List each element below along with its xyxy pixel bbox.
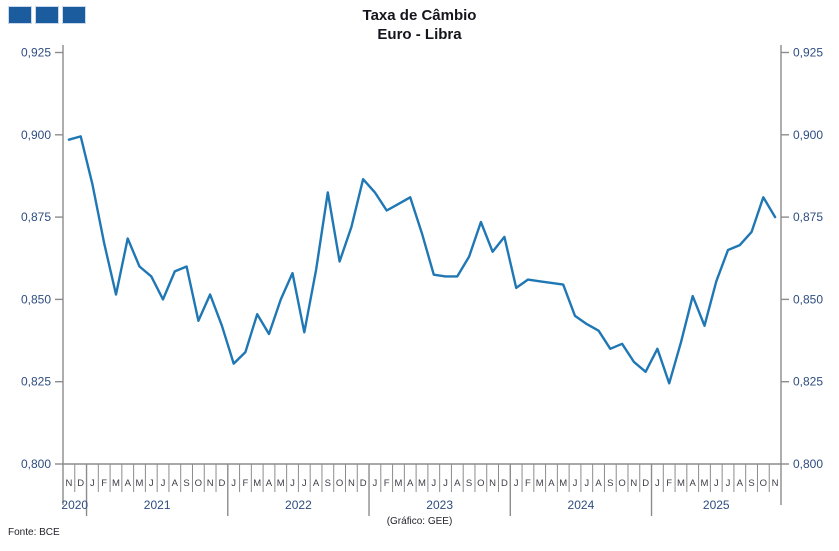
month-tick-label: J [573, 478, 578, 489]
month-tick-label: F [243, 478, 249, 489]
month-tick-label: N [65, 478, 72, 489]
month-tick-label: A [737, 478, 744, 489]
month-tick-label: N [772, 478, 779, 489]
month-tick-label: S [466, 478, 472, 489]
year-label: 2020 [61, 498, 88, 512]
month-tick-label: D [77, 478, 84, 489]
y-tick-label-left: 0,900 [21, 128, 51, 142]
y-tick-label-right: 0,825 [793, 375, 823, 389]
month-tick-label: F [666, 478, 672, 489]
month-tick-label: J [149, 478, 154, 489]
month-tick-label: F [101, 478, 107, 489]
logo-square-icon [62, 6, 86, 24]
month-tick-label: J [655, 478, 660, 489]
month-tick-label: J [584, 478, 589, 489]
chart-title-line1: Taxa de Câmbio [362, 7, 477, 24]
month-tick-label: M [536, 478, 544, 489]
exchange-rate-line [67, 135, 777, 385]
month-tick-label: J [373, 478, 378, 489]
y-tick-label-right: 0,900 [793, 128, 823, 142]
y-tick-label-left: 0,800 [21, 457, 51, 471]
month-tick-label: O [195, 478, 202, 489]
year-label: 2021 [144, 498, 171, 512]
month-tick-label: N [207, 478, 214, 489]
y-tick-label-right: 0,875 [793, 210, 823, 224]
month-tick-label: M [136, 478, 144, 489]
logo-square-icon [35, 6, 59, 24]
month-tick-label: J [714, 478, 719, 489]
logo-square-icon [8, 6, 32, 24]
month-tick-label: M [677, 478, 685, 489]
y-tick-label-left: 0,875 [21, 210, 51, 224]
month-tick-label: S [325, 478, 331, 489]
month-tick-label: D [642, 478, 649, 489]
month-tick-label: D [501, 478, 508, 489]
month-tick-label: A [407, 478, 414, 489]
three-squares-logo [8, 6, 86, 24]
month-tick-label: J [726, 478, 731, 489]
month-tick-label: S [748, 478, 754, 489]
month-tick-label: O [336, 478, 343, 489]
month-tick-label: J [290, 478, 295, 489]
month-tick-label: A [454, 478, 461, 489]
month-tick-label: A [172, 478, 179, 489]
month-tick-label: N [348, 478, 355, 489]
month-tick-label: J [231, 478, 236, 489]
y-tick-label-right: 0,925 [793, 46, 823, 60]
month-tick-label: O [477, 478, 484, 489]
credit-note: (Gráfico: GEE) [386, 516, 453, 527]
month-tick-label: A [690, 478, 697, 489]
month-tick-label: A [125, 478, 132, 489]
year-label: 2025 [703, 498, 730, 512]
month-tick-label: J [443, 478, 448, 489]
month-tick-label: F [384, 478, 390, 489]
month-tick-label: M [394, 478, 402, 489]
month-tick-label: D [360, 478, 367, 489]
month-tick-label: M [112, 478, 120, 489]
month-tick-label: N [489, 478, 496, 489]
month-tick-label: A [595, 478, 602, 489]
month-tick-label: J [514, 478, 519, 489]
month-tick-label: O [618, 478, 625, 489]
month-tick-label: M [418, 478, 426, 489]
chart-title: Taxa de Câmbio Euro - Libra [0, 7, 839, 45]
month-tick-label: J [161, 478, 166, 489]
month-tick-label: O [760, 478, 767, 489]
month-tick-label: N [630, 478, 637, 489]
month-tick-label: S [607, 478, 613, 489]
month-tick-label: M [559, 478, 567, 489]
source-note: Fonte: BCE [8, 527, 60, 538]
month-tick-label: A [313, 478, 320, 489]
month-tick-label: M [277, 478, 285, 489]
y-tick-label-right: 0,800 [793, 457, 823, 471]
month-tick-label: J [90, 478, 95, 489]
y-tick-label-right: 0,850 [793, 292, 823, 306]
y-tick-label-left: 0,925 [21, 46, 51, 60]
chart-title-line2: Euro - Libra [377, 25, 462, 43]
month-tick-label: F [525, 478, 531, 489]
month-tick-label: A [266, 478, 273, 489]
month-tick-label: J [302, 478, 307, 489]
month-tick-label: S [183, 478, 189, 489]
y-tick-label-left: 0,825 [21, 375, 51, 389]
month-tick-label: A [548, 478, 555, 489]
month-tick-label: M [253, 478, 261, 489]
month-tick-label: D [218, 478, 225, 489]
month-tick-label: M [701, 478, 709, 489]
y-tick-label-left: 0,850 [21, 292, 51, 306]
year-label: 2024 [568, 498, 595, 512]
year-label: 2022 [285, 498, 312, 512]
month-tick-label: J [431, 478, 436, 489]
year-label: 2023 [426, 498, 453, 512]
